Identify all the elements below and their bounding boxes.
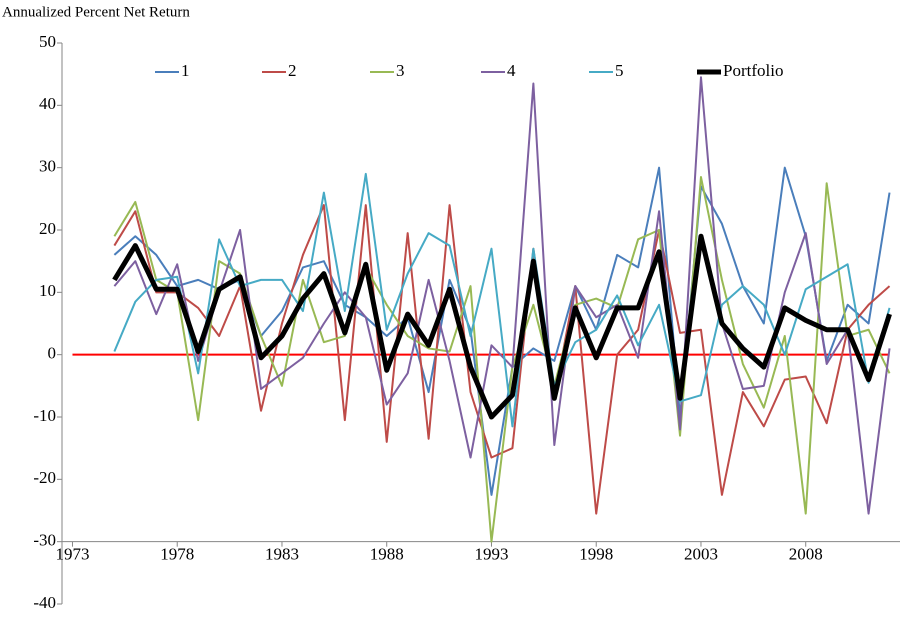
legend-label: 1 <box>181 61 190 80</box>
axis-title: Annualized Percent Net Return <box>2 4 190 20</box>
x-tick-label: 1998 <box>579 545 613 564</box>
y-tick-label: -10 <box>33 406 56 425</box>
legend-label: Portfolio <box>723 61 783 80</box>
y-tick-label: 40 <box>39 94 56 113</box>
y-tick-label: 0 <box>48 344 57 363</box>
y-tick-label: -20 <box>33 468 56 487</box>
x-tick-label: 2003 <box>684 545 718 564</box>
legend-label: 4 <box>507 61 516 80</box>
x-tick-label: 1973 <box>55 545 89 564</box>
y-tick-label: 10 <box>39 281 56 300</box>
x-tick-label: 1988 <box>370 545 404 564</box>
y-tick-label: 50 <box>39 32 56 51</box>
legend-label: 5 <box>615 61 624 80</box>
y-tick-label: -40 <box>33 593 56 612</box>
series-line <box>112 233 892 420</box>
x-tick-label: 1993 <box>474 545 508 564</box>
x-tick-label: 2008 <box>789 545 823 564</box>
x-tick-label: 1983 <box>265 545 299 564</box>
legend-label: 2 <box>288 61 297 80</box>
series-line <box>113 76 891 515</box>
series-line <box>113 172 891 428</box>
series-line <box>113 176 891 543</box>
x-tick-label: 1978 <box>160 545 194 564</box>
y-tick-label: -30 <box>33 531 56 550</box>
y-tick-label: 20 <box>39 219 56 238</box>
y-tick-label: 30 <box>39 157 56 176</box>
legend-label: 3 <box>396 61 405 80</box>
